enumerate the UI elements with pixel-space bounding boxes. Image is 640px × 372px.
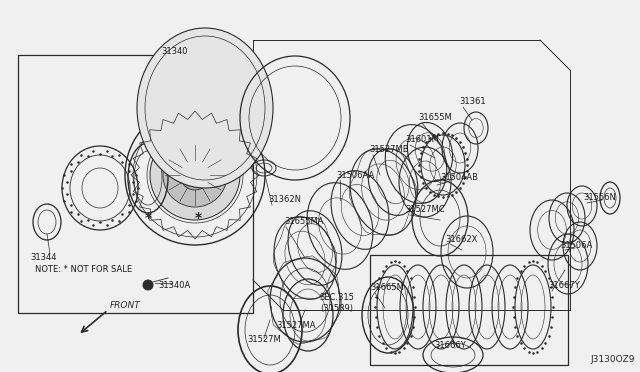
Text: 31340: 31340 [162, 48, 188, 57]
Text: NOTE: * NOT FOR SALE: NOTE: * NOT FOR SALE [35, 266, 132, 275]
Ellipse shape [188, 168, 202, 182]
Text: SEC.315: SEC.315 [320, 294, 355, 302]
Text: 31504AB: 31504AB [440, 173, 478, 183]
Text: *: * [195, 211, 202, 225]
Ellipse shape [180, 160, 210, 190]
Text: 31506A: 31506A [560, 241, 592, 250]
Text: 31344: 31344 [30, 253, 56, 263]
Text: 31340A: 31340A [158, 280, 190, 289]
Text: 31665M: 31665M [370, 283, 404, 292]
Text: 31362N: 31362N [268, 196, 301, 205]
Text: 31666Y: 31666Y [434, 340, 466, 350]
Text: 31527M: 31527M [247, 336, 281, 344]
Text: 31655M: 31655M [418, 113, 452, 122]
Text: 31601M: 31601M [405, 135, 439, 144]
Text: 31527MA: 31527MA [276, 321, 316, 330]
Text: 31527MB: 31527MB [369, 145, 408, 154]
Text: 31662X: 31662X [445, 235, 477, 244]
Text: 31655MA: 31655MA [284, 218, 323, 227]
Ellipse shape [143, 280, 153, 290]
Text: (31589): (31589) [320, 304, 353, 312]
Text: 31527MC: 31527MC [405, 205, 445, 215]
Ellipse shape [163, 143, 227, 207]
Bar [370, 255, 568, 365]
Ellipse shape [150, 130, 240, 220]
Ellipse shape [137, 28, 273, 188]
Text: 31556N: 31556N [583, 193, 616, 202]
Text: J3130OZ9: J3130OZ9 [591, 356, 635, 365]
Text: 31667Y: 31667Y [548, 282, 580, 291]
Text: 31506AA: 31506AA [336, 171, 374, 180]
Text: *: * [145, 211, 152, 225]
Bar [18, 55, 253, 313]
Text: FRONT: FRONT [110, 301, 141, 311]
Text: 31361: 31361 [459, 97, 486, 106]
